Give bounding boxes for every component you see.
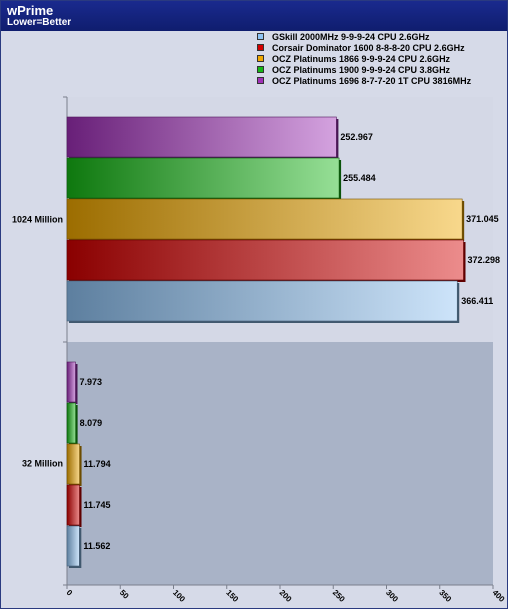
chart-subtitle: Lower=Better <box>7 17 72 28</box>
data-label: 372.298 <box>467 255 500 265</box>
x-tick-label: 300 <box>384 588 400 604</box>
bar <box>66 116 337 158</box>
legend-swatch <box>257 77 264 84</box>
bar <box>66 198 463 240</box>
legend: GSkill 2000MHz 9-9-9-24 CPU 2.6GHz Corsa… <box>257 31 507 86</box>
bar <box>66 443 80 485</box>
chart-title: wPrime <box>7 3 54 18</box>
x-tick-label: 200 <box>278 588 294 604</box>
category-label: 32 Million <box>22 459 63 469</box>
data-label: 255.484 <box>343 173 376 183</box>
data-label: 252.967 <box>340 132 373 142</box>
legend-swatch <box>257 55 264 62</box>
data-label: 366.411 <box>461 296 493 306</box>
legend-label: GSkill 2000MHz 9-9-9-24 CPU 2.6GHz <box>272 31 430 42</box>
x-tick-label: 250 <box>331 588 347 604</box>
legend-label: OCZ Platinums 1900 9-9-9-24 CPU 3.8GHz <box>272 64 451 75</box>
legend-swatch <box>257 66 264 73</box>
legend-item: OCZ Platinums 1866 9-9-9-24 CPU 2.6GHz <box>257 53 507 64</box>
data-label: 11.745 <box>84 500 111 510</box>
data-label: 8.079 <box>80 418 103 428</box>
category-label: 1024 Million <box>12 215 63 225</box>
chart-header: wPrime Lower=Better <box>1 1 507 31</box>
legend-swatch <box>257 44 264 51</box>
bar <box>66 280 458 322</box>
x-tick-label: 100 <box>171 588 187 604</box>
data-label: 371.045 <box>466 214 499 224</box>
x-tick-label: 150 <box>224 588 240 604</box>
legend-label: OCZ Platinums 1696 8-7-7-20 1T CPU 3816M… <box>272 75 472 86</box>
data-label: 11.794 <box>84 459 111 469</box>
legend-label: Corsair Dominator 1600 8-8-8-20 CPU 2.6G… <box>272 42 465 53</box>
bar <box>66 484 80 526</box>
legend-item: OCZ Platinums 1696 8-7-7-20 1T CPU 3816M… <box>257 75 507 86</box>
legend-item: OCZ Platinums 1900 9-9-9-24 CPU 3.8GHz <box>257 64 507 75</box>
x-tick-label: 400 <box>491 588 507 604</box>
legend-item: Corsair Dominator 1600 8-8-8-20 CPU 2.6G… <box>257 42 507 53</box>
bar <box>66 239 464 281</box>
legend-label: OCZ Platinums 1866 9-9-9-24 CPU 2.6GHz <box>272 53 451 64</box>
plot-band-lower <box>67 342 493 585</box>
bar <box>66 525 80 567</box>
bar <box>66 402 76 444</box>
legend-swatch <box>257 33 264 40</box>
legend-item: GSkill 2000MHz 9-9-9-24 CPU 2.6GHz <box>257 31 507 42</box>
bar <box>66 361 76 403</box>
x-tick-label: 350 <box>437 588 453 604</box>
x-tick-label: 0 <box>65 588 75 598</box>
x-tick-label: 50 <box>118 588 131 601</box>
data-label: 11.562 <box>83 541 110 551</box>
bar <box>66 157 340 199</box>
data-label: 7.973 <box>79 377 102 387</box>
